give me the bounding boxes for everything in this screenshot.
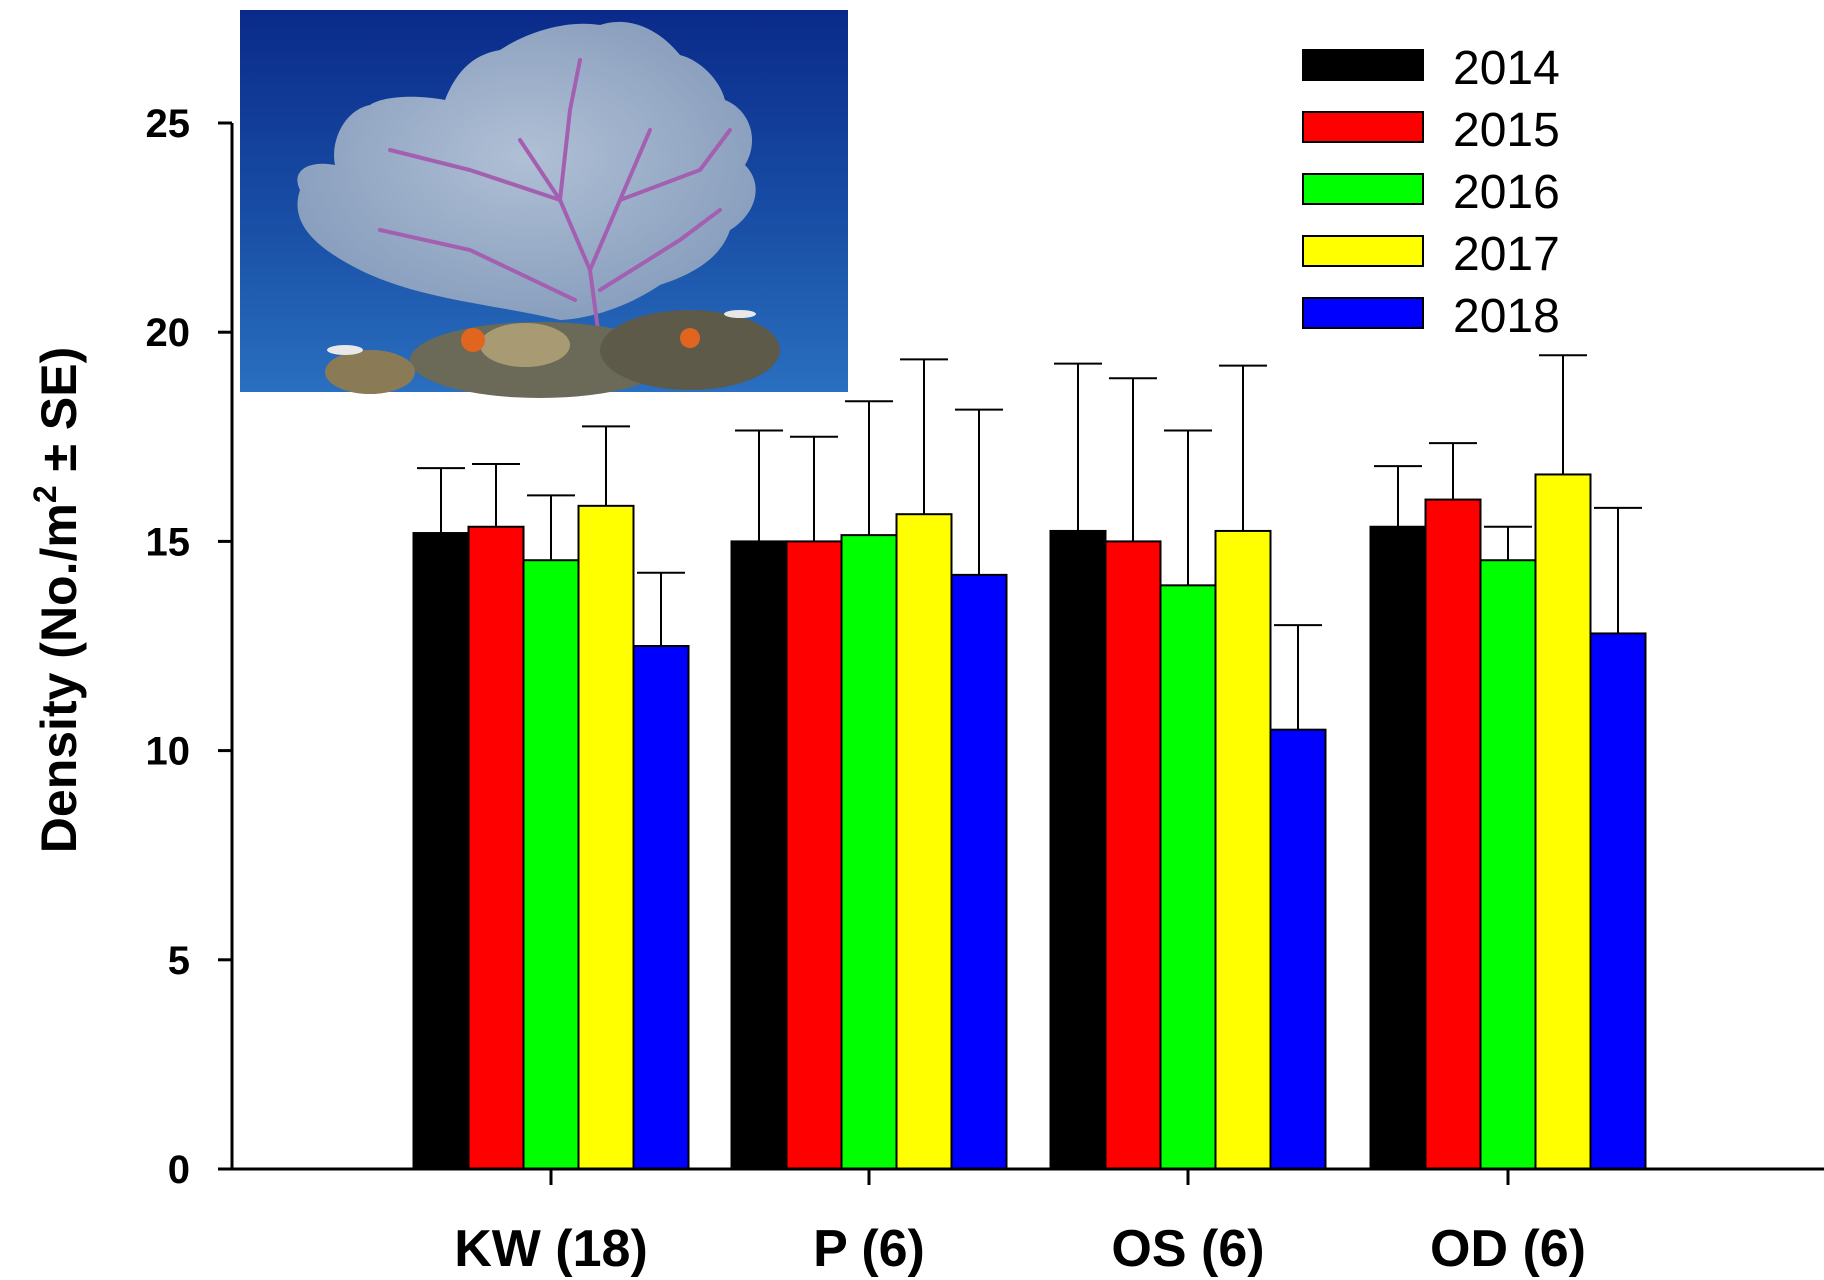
- legend-swatch-2018: [1302, 297, 1424, 329]
- bar-2015-0: [467, 525, 525, 1170]
- fish-icon: [327, 345, 363, 355]
- legend-label-2017: 2017: [1453, 228, 1560, 281]
- bar-2017-3: [1534, 473, 1592, 1170]
- bar-2017-0: [577, 504, 635, 1170]
- legend: 2014 2015 2016 2017 2018: [1302, 42, 1560, 343]
- axes: 0 5 10 15 20 25 KW (18) P (6) OS (6) OD (6): [146, 102, 1824, 1278]
- y-tick-label-10: 10: [146, 730, 191, 774]
- bar-2017-2: [1214, 529, 1272, 1170]
- bar-2015-1: [785, 540, 843, 1170]
- bar-2014-1: [730, 540, 788, 1170]
- x-tick-label-1: P (6): [813, 1220, 925, 1278]
- bar-2018-2: [1269, 728, 1327, 1170]
- sponge: [325, 350, 415, 394]
- fan-branches: [378, 58, 732, 347]
- y-axis-label-suffix: ± SE): [31, 347, 87, 486]
- y-tick-label-20: 20: [146, 311, 191, 355]
- y-axis-label: Density (No./m2 ± SE): [27, 347, 87, 853]
- x-tick-label-2: OS (6): [1111, 1220, 1264, 1278]
- y-tick-label-15: 15: [146, 520, 191, 564]
- bar-2015-3: [1424, 498, 1482, 1170]
- sea-fan-icon: [297, 21, 756, 321]
- legend-label-2016: 2016: [1453, 166, 1560, 219]
- bar-2016-2: [1159, 584, 1217, 1170]
- orange-sponge: [461, 328, 485, 352]
- reef-rock-2: [600, 310, 780, 390]
- legend-swatch-2016: [1302, 173, 1424, 205]
- bar-2016-3: [1479, 559, 1537, 1170]
- legend-swatch-2015: [1302, 111, 1424, 143]
- bars: [412, 473, 1647, 1170]
- x-tick-label-3: OD (6): [1430, 1220, 1586, 1278]
- legend-swatch-2014: [1302, 49, 1424, 81]
- x-tick-label-0: KW (18): [454, 1220, 648, 1278]
- bar-2014-0: [412, 532, 470, 1170]
- bar-2014-2: [1049, 529, 1107, 1170]
- fish-icon-2: [724, 310, 756, 318]
- brain-coral: [480, 323, 570, 367]
- y-axis-label-main: Density (No./m: [31, 503, 87, 853]
- bar-2018-1: [950, 573, 1008, 1170]
- inset-photo: [240, 10, 848, 398]
- bar-2014-3: [1369, 525, 1427, 1170]
- legend-label-2015: 2015: [1453, 104, 1560, 157]
- y-axis-label-superscript: 2: [27, 485, 63, 503]
- y-tick-label-25: 25: [146, 102, 191, 146]
- orange-sponge-2: [680, 328, 700, 348]
- legend-swatch-2017: [1302, 235, 1424, 267]
- legend-label-2018: 2018: [1453, 290, 1560, 343]
- bar-2016-1: [840, 534, 898, 1170]
- y-tick-label-0: 0: [168, 1148, 190, 1192]
- bar-2016-0: [522, 559, 580, 1170]
- error-bars: [417, 354, 1642, 730]
- legend-label-2014: 2014: [1453, 42, 1560, 95]
- bar-2018-0: [632, 645, 690, 1170]
- bar-2017-1: [895, 513, 953, 1170]
- bar-2018-3: [1589, 632, 1647, 1170]
- bar-2015-2: [1104, 540, 1162, 1170]
- y-tick-label-5: 5: [168, 939, 190, 983]
